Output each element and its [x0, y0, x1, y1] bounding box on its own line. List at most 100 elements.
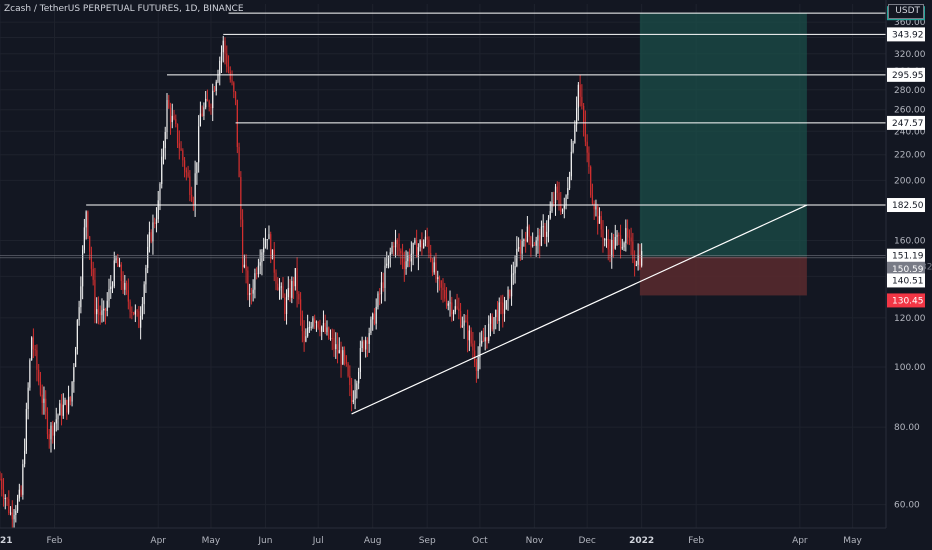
candle-body-up: [259, 262, 261, 266]
candle-body-up: [598, 216, 601, 224]
candle-body-down: [319, 327, 321, 332]
candle-body-down: [408, 254, 411, 262]
candle-body-down: [347, 363, 349, 376]
candle-body-up: [78, 307, 80, 321]
candle-body-up: [157, 200, 159, 220]
candle-body-up: [140, 315, 142, 328]
candles: [0, 35, 643, 533]
time-tick-label: Nov: [526, 536, 544, 546]
candle-body-down: [396, 240, 398, 244]
candle-body-down: [150, 232, 152, 242]
candle-body-up: [614, 236, 616, 249]
candle-body-up: [625, 228, 627, 244]
candle-body-down: [45, 398, 47, 412]
price-tag-level: [887, 273, 925, 288]
candle-body-up: [359, 348, 361, 372]
candle-body-up: [329, 338, 332, 340]
candle-body-down: [544, 226, 546, 237]
candle-body-down: [226, 53, 228, 67]
candle-body-down: [8, 499, 10, 513]
candle-body-down: [178, 143, 180, 149]
candle-body-up: [74, 349, 77, 368]
candle-body-up: [342, 350, 344, 365]
currency-selector[interactable]: USDT: [888, 4, 924, 19]
candle-body-down: [556, 186, 558, 193]
price-tag-stop: [887, 293, 925, 308]
candle-body-up: [514, 265, 516, 274]
candle-body-down: [509, 289, 511, 297]
candle-body-down: [553, 202, 555, 204]
candle-body-up: [356, 383, 358, 391]
candle-body-down: [588, 152, 590, 167]
candle-body-up: [479, 343, 481, 358]
candle-body-down: [180, 148, 182, 151]
candle-body-up: [264, 239, 267, 248]
candle-body-down: [632, 241, 634, 260]
candle-body-down: [336, 344, 339, 354]
candle-body-down: [639, 254, 641, 266]
candle-body-up: [335, 344, 337, 350]
candle-body-down: [234, 91, 237, 100]
candle-body-down: [328, 327, 330, 339]
candle-body-down: [584, 122, 586, 142]
candle-body-up: [96, 309, 98, 315]
candle-body-up: [24, 450, 26, 465]
candle-body-up: [605, 238, 608, 240]
candle-body-up: [338, 350, 340, 354]
candle-body-up: [365, 340, 367, 350]
candle-body-down: [39, 381, 42, 395]
candle-body-up: [15, 510, 17, 515]
candle-body-down: [229, 71, 231, 80]
price-tick-label: 120.00: [894, 314, 926, 324]
candle-body-up: [280, 286, 282, 288]
candle-body-down: [90, 251, 93, 269]
candle-body-up: [423, 243, 425, 249]
candle-body-up: [375, 306, 377, 324]
currency-label: USDT: [895, 6, 920, 16]
candle-body-up: [412, 243, 414, 254]
candle-body-up: [43, 398, 45, 403]
candle-body-down: [628, 236, 630, 238]
time-tick-label: Feb: [47, 536, 63, 546]
candle-body-up: [67, 396, 70, 413]
candle-body-up: [372, 313, 374, 320]
candle-body-down: [175, 119, 177, 125]
candle-body-up: [570, 151, 572, 177]
horizontal-levels: [0, 12, 886, 259]
candle-body-up: [285, 297, 288, 314]
candle-body-up: [263, 247, 265, 253]
candle-body-down: [138, 311, 140, 328]
candle-body-down: [125, 282, 128, 291]
candle-body-up: [616, 234, 618, 237]
candle-body-up: [417, 247, 419, 258]
candle-body-down: [1, 479, 3, 490]
candle-body-up: [561, 208, 564, 212]
candle-body-down: [602, 229, 604, 240]
candle-body-down: [445, 298, 448, 306]
candle-body-down: [382, 282, 384, 288]
candle-body-down: [66, 399, 68, 413]
candle-body-up: [148, 232, 151, 247]
candle-body-down: [233, 82, 235, 92]
time-tick-label: May: [202, 536, 221, 546]
candle-body-down: [456, 306, 458, 309]
candle-body-up: [433, 262, 435, 273]
time-axis[interactable]: 2021 Feb Apr May Jun Jul Aug Sep Oct Nov Dec 2022 Fe…: [0, 527, 932, 550]
candle-body-down: [470, 330, 472, 344]
candle-body-down: [373, 313, 376, 324]
candle-body-up: [419, 240, 421, 248]
price-tag-level: [887, 67, 925, 82]
candle-body-up: [611, 239, 613, 257]
candle-body-up: [161, 156, 163, 184]
candle-body-down: [224, 40, 226, 54]
candle-body-down: [99, 312, 101, 316]
candle-body-down: [227, 66, 230, 72]
price-tick-label: 240.00: [894, 127, 926, 137]
candle-body-up: [18, 489, 20, 499]
candle-body-down: [519, 247, 521, 254]
candle-body-up: [13, 514, 15, 520]
candle-body-down: [558, 192, 560, 204]
candle-body-up: [307, 327, 309, 337]
candle-body-down: [245, 264, 247, 271]
